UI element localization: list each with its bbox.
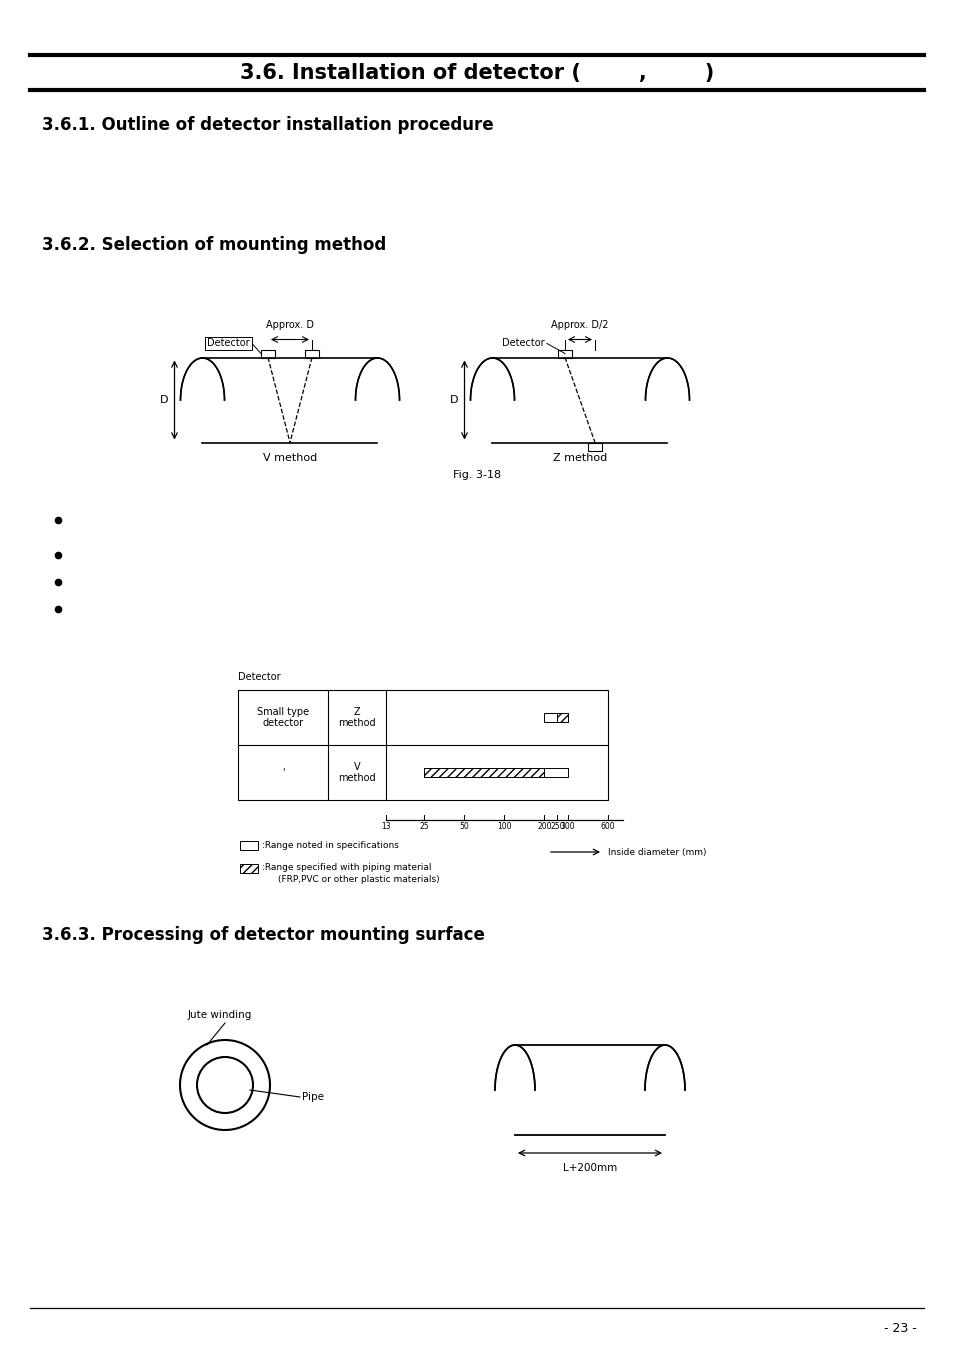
Text: Approx. D: Approx. D bbox=[266, 319, 314, 330]
Text: 100: 100 bbox=[497, 821, 511, 831]
Text: V
method: V method bbox=[337, 762, 375, 784]
Text: 3.6.2. Selection of mounting method: 3.6.2. Selection of mounting method bbox=[42, 236, 386, 254]
Text: Pipe: Pipe bbox=[302, 1092, 324, 1102]
Text: 3.6. Installation of detector (        ,        ): 3.6. Installation of detector ( , ) bbox=[239, 62, 714, 82]
Text: Z
method: Z method bbox=[337, 707, 375, 728]
Text: :Range specified with piping material: :Range specified with piping material bbox=[262, 863, 431, 873]
Text: (FRP,PVC or other plastic materials): (FRP,PVC or other plastic materials) bbox=[277, 875, 439, 885]
Text: 50: 50 bbox=[458, 821, 469, 831]
Text: L+200mm: L+200mm bbox=[562, 1163, 617, 1173]
Bar bbox=[305, 350, 318, 358]
Bar bbox=[261, 350, 274, 358]
Text: Z method: Z method bbox=[553, 453, 606, 463]
Bar bbox=[587, 443, 601, 450]
Bar bbox=[423, 767, 567, 777]
Text: 3.6.3. Processing of detector mounting surface: 3.6.3. Processing of detector mounting s… bbox=[42, 925, 484, 944]
Text: Detector: Detector bbox=[502, 339, 544, 349]
Text: 200: 200 bbox=[537, 821, 551, 831]
Bar bbox=[544, 713, 567, 721]
Bar bbox=[240, 840, 257, 850]
Text: D: D bbox=[160, 394, 169, 405]
Text: Fig. 3-18: Fig. 3-18 bbox=[453, 470, 500, 480]
Bar bbox=[558, 350, 572, 358]
Text: :Range noted in specifications: :Range noted in specifications bbox=[262, 840, 398, 850]
Text: 300: 300 bbox=[560, 821, 575, 831]
Text: Detector: Detector bbox=[237, 671, 280, 682]
Text: 13: 13 bbox=[381, 821, 391, 831]
Text: Jute winding: Jute winding bbox=[188, 1011, 252, 1020]
Bar bbox=[423, 767, 544, 777]
Text: D: D bbox=[450, 394, 458, 405]
Text: 250: 250 bbox=[550, 821, 564, 831]
Text: Approx. D/2: Approx. D/2 bbox=[551, 319, 608, 330]
Text: Small type
detector: Small type detector bbox=[256, 707, 309, 728]
Bar bbox=[557, 713, 567, 721]
Text: 600: 600 bbox=[600, 821, 615, 831]
Text: ': ' bbox=[281, 767, 284, 777]
Text: 25: 25 bbox=[418, 821, 428, 831]
Text: - 23 -: - 23 - bbox=[882, 1321, 916, 1335]
Bar bbox=[240, 863, 257, 873]
Text: Inside diameter (mm): Inside diameter (mm) bbox=[607, 847, 706, 857]
Bar bbox=[237, 690, 607, 800]
Text: 3.6.1. Outline of detector installation procedure: 3.6.1. Outline of detector installation … bbox=[42, 116, 493, 134]
Text: V method: V method bbox=[263, 453, 316, 463]
Text: Detector: Detector bbox=[207, 339, 250, 349]
